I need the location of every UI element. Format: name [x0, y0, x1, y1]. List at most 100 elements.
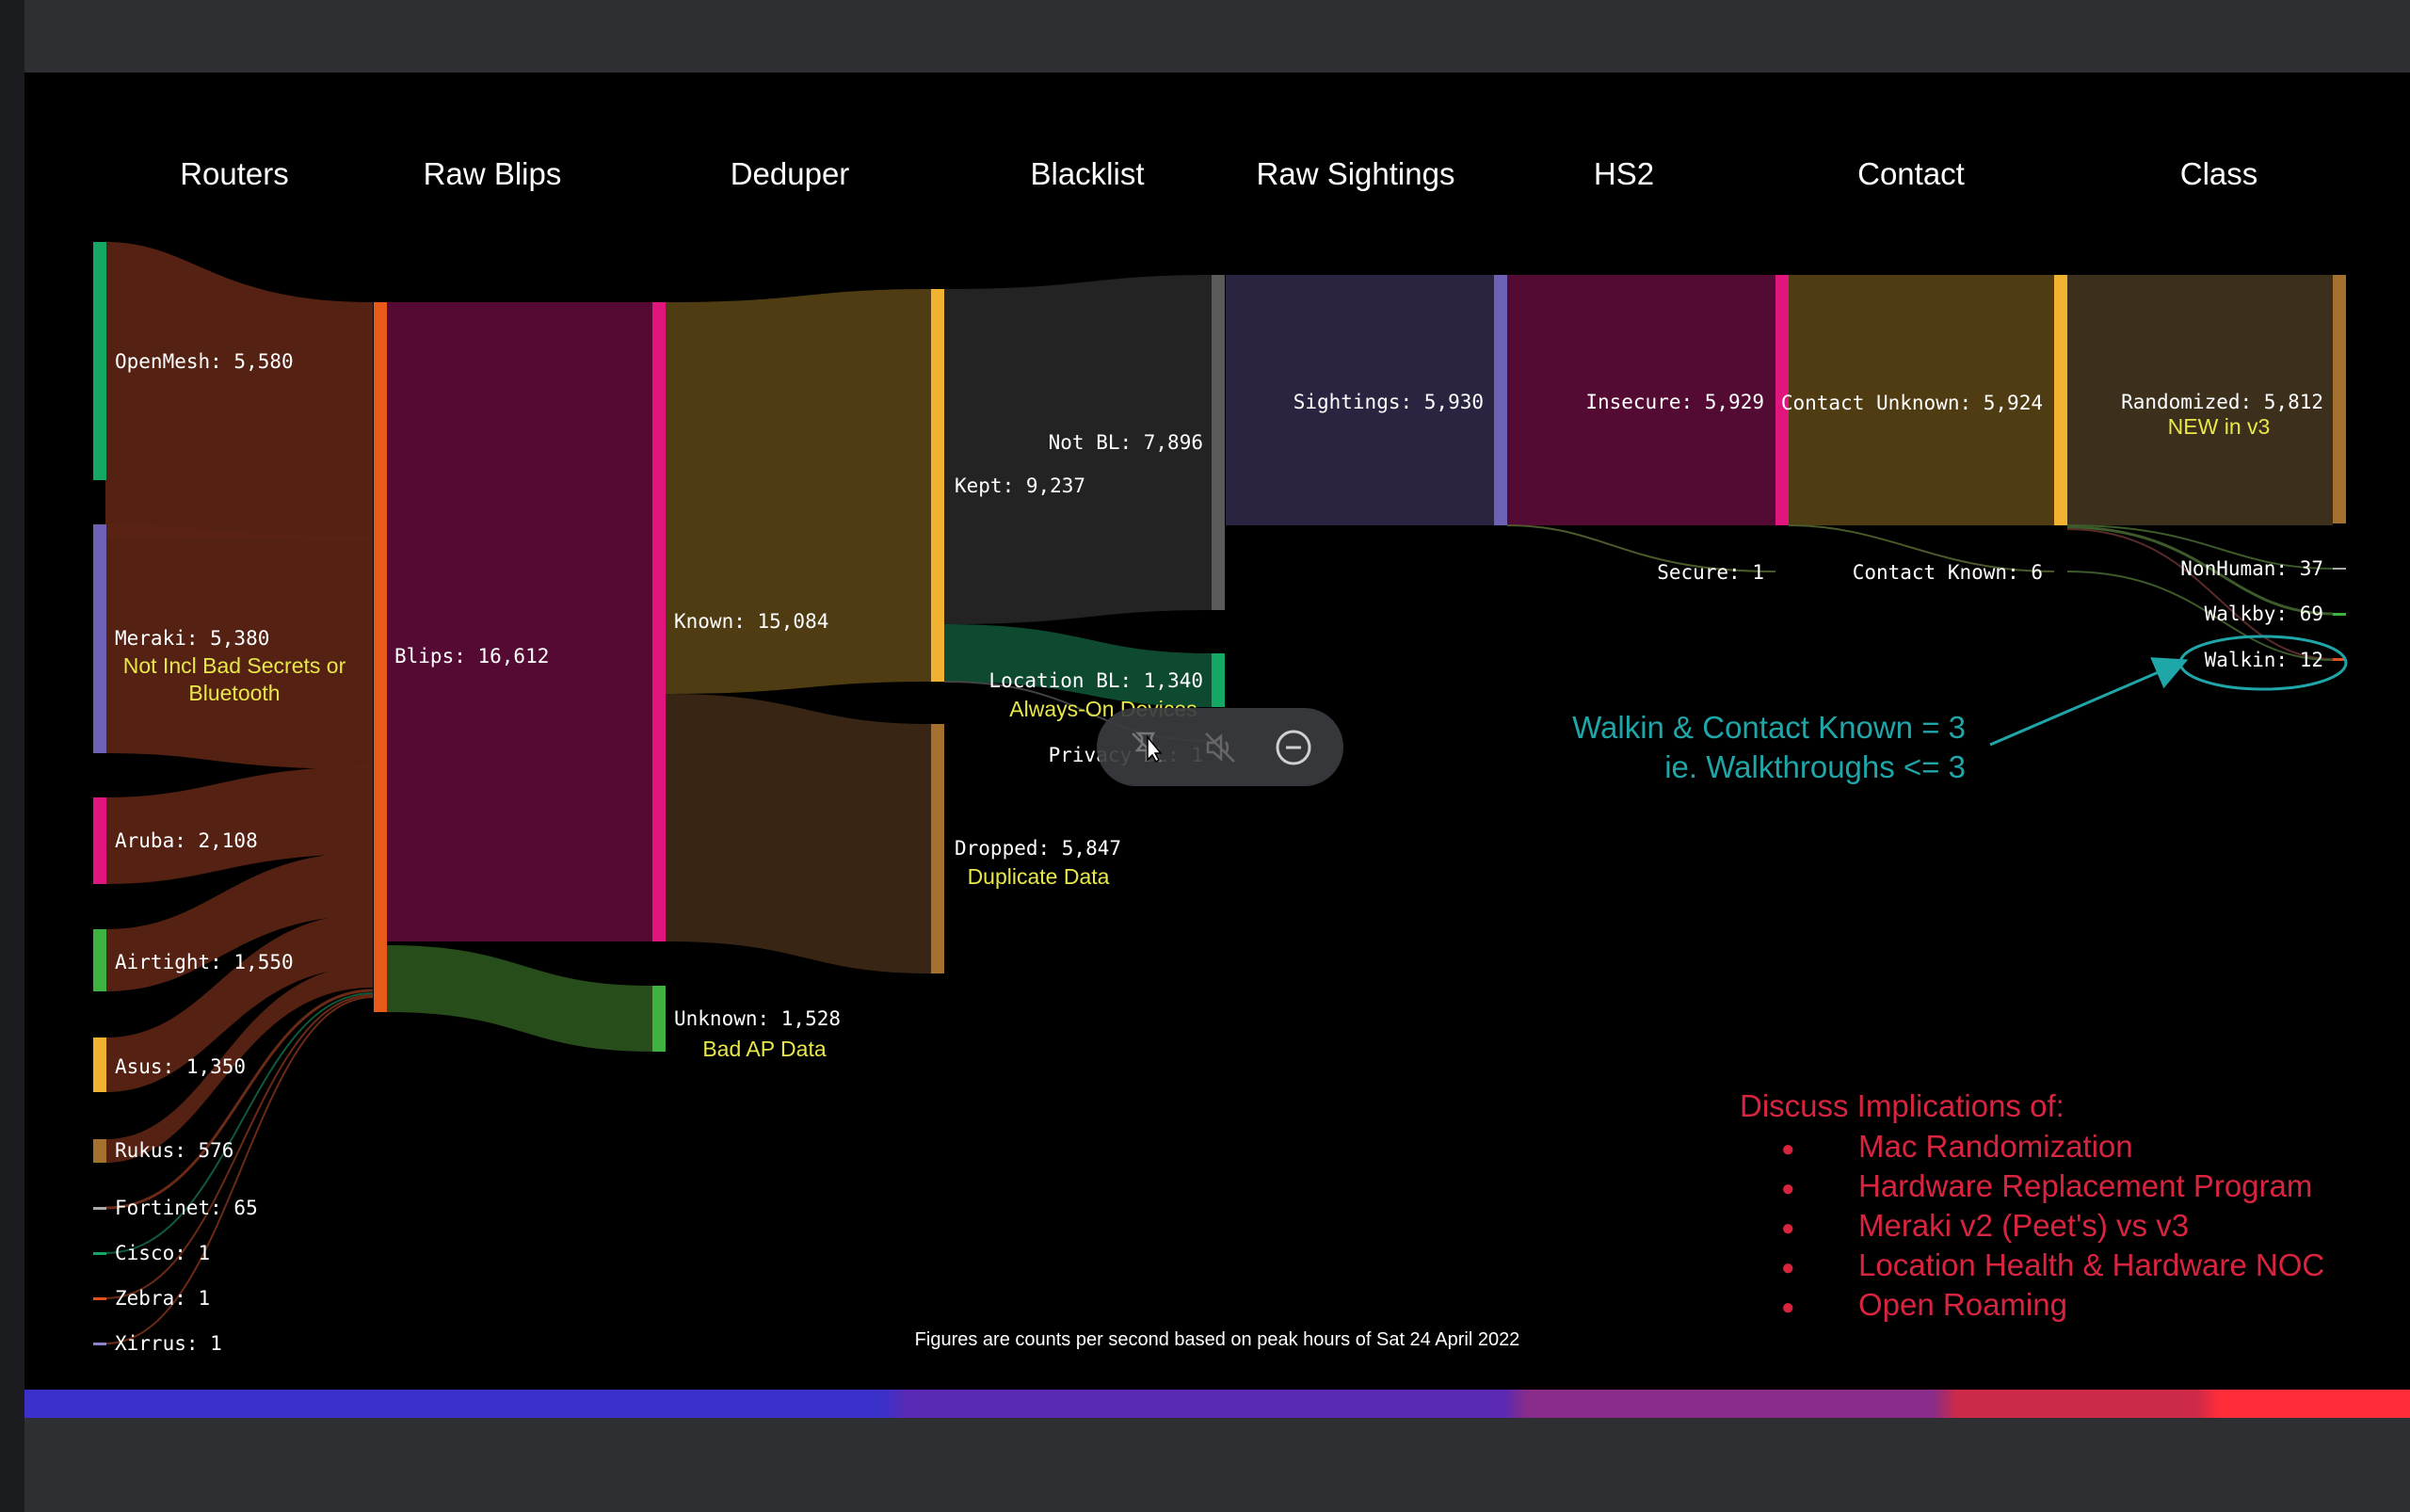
link-aruba-blips	[105, 766, 373, 884]
link-contactunknown-nonhuman	[2066, 524, 2334, 570]
slide-canvas: Routers Raw Blips Deduper Blacklist Raw …	[24, 72, 2410, 1390]
node-bar-known	[652, 302, 666, 941]
label-dropped: Dropped: 5,847	[955, 837, 1121, 860]
label-sightings: Sightings: 5,930	[1293, 391, 1484, 413]
label-walkby: Walkby: 69	[2205, 603, 2323, 625]
node-bar-xirrus	[93, 1343, 106, 1345]
note-meraki-line2: Bluetooth	[188, 681, 280, 705]
discuss-bullet: ●	[1781, 1255, 1795, 1280]
link-kept-notbl	[944, 275, 1212, 624]
node-bar-asus	[93, 1037, 106, 1092]
link-rukus-blips	[105, 965, 373, 1163]
label-fortinet: Fortinet: 65	[115, 1197, 258, 1219]
node-bar-fortinet	[93, 1207, 106, 1210]
link-cisco-blips	[104, 992, 374, 1254]
label-asus: Asus: 1,350	[115, 1055, 246, 1078]
link-fortinet-blips	[104, 989, 374, 1210]
node-bar-contactunknown	[2054, 275, 2067, 525]
node-bar-walkin	[2333, 658, 2346, 661]
label-locationbl: Location BL: 1,340	[988, 669, 1203, 692]
annotation-line2: ie. Walkthroughs <= 3	[1664, 749, 1966, 784]
label-insecure: Insecure: 5,929	[1585, 391, 1764, 413]
discuss-item: Open Roaming	[1858, 1287, 2067, 1322]
link-meraki-blips	[105, 524, 373, 769]
column-headings: Routers Raw Blips Deduper Blacklist Raw …	[180, 156, 2257, 191]
node-bar-meraki	[93, 524, 106, 753]
node-bar-sightings	[1494, 275, 1507, 525]
sankey-links	[104, 242, 2334, 1344]
link-contactunknown-randomized	[2067, 275, 2333, 525]
discuss-item: Meraki v2 (Peet's) vs v3	[1858, 1208, 2189, 1243]
node-bar-blips	[374, 302, 387, 1012]
media-controls	[1097, 708, 1343, 786]
note-meraki-line1: Not Incl Bad Secrets or	[123, 653, 346, 678]
column-heading-routers: Routers	[180, 156, 289, 191]
column-heading-class: Class	[2180, 156, 2258, 191]
node-bar-zebra	[93, 1297, 106, 1300]
node-bar-dropped	[931, 724, 944, 973]
label-known: Known: 15,084	[674, 610, 828, 633]
link-openmesh-blips	[105, 242, 373, 539]
label-unknown: Unknown: 1,528	[674, 1007, 841, 1030]
discuss-bullet: ●	[1781, 1136, 1795, 1162]
link-known-dropped	[666, 694, 931, 973]
link-blips-unknown	[387, 945, 652, 1052]
link-notbl-sightings	[1226, 275, 1494, 525]
link-insecure-contactunknown	[1789, 275, 2054, 525]
left-edge-strip	[0, 0, 24, 1512]
label-airtight: Airtight: 1,550	[115, 951, 294, 973]
note-unknown: Bad AP Data	[702, 1037, 826, 1061]
label-kept: Kept: 9,237	[955, 475, 1085, 497]
column-heading-raw-sightings: Raw Sightings	[1257, 156, 1455, 191]
label-openmesh: OpenMesh: 5,580	[115, 350, 294, 373]
label-zebra: Zebra: 1	[115, 1287, 210, 1310]
node-bar-aruba	[93, 797, 106, 884]
label-meraki: Meraki: 5,380	[115, 627, 269, 650]
pin-off-icon[interactable]	[1124, 725, 1169, 770]
discuss-item: Location Health & Hardware NOC	[1858, 1247, 2324, 1282]
label-blips: Blips: 16,612	[394, 645, 549, 668]
slide-accent-bar	[24, 1390, 2410, 1418]
link-contactunknown-walkby	[2066, 525, 2334, 616]
label-secure: Secure: 1	[1657, 561, 1764, 584]
label-cisco: Cisco: 1	[115, 1242, 210, 1264]
annotation-line1: Walkin & Contact Known = 3	[1572, 710, 1966, 745]
node-notes: Not Incl Bad Secrets or Bluetooth Bad AP…	[123, 414, 2271, 1061]
link-sightings-insecure	[1507, 275, 1775, 525]
discuss-bullet: ●	[1781, 1295, 1795, 1320]
walkin-annotation: Walkin & Contact Known = 3 ie. Walkthrou…	[1572, 710, 1966, 784]
link-asus-blips	[105, 913, 373, 1092]
sankey-node-bars	[93, 242, 2346, 1345]
label-xirrus: Xirrus: 1	[115, 1332, 222, 1355]
discuss-bullet: ●	[1781, 1215, 1795, 1241]
column-heading-hs2: HS2	[1594, 156, 1654, 191]
link-xirrus-blips	[104, 996, 374, 1344]
node-bar-airtight	[93, 929, 106, 991]
label-contactunknown: Contact Unknown: 5,924	[1781, 392, 2043, 414]
sankey-diagram: Routers Raw Blips Deduper Blacklist Raw …	[93, 156, 2348, 1355]
label-rukus: Rukus: 576	[115, 1139, 233, 1162]
label-walkin: Walkin: 12	[2205, 649, 2323, 671]
column-heading-contact: Contact	[1857, 156, 1965, 191]
node-bar-locationbl	[1212, 653, 1225, 707]
column-heading-raw-blips: Raw Blips	[424, 156, 562, 191]
node-bar-insecure	[1775, 275, 1789, 525]
link-insecure-contactknown	[1788, 524, 2055, 572]
column-heading-deduper: Deduper	[731, 156, 850, 191]
link-contactunknown-walkin	[2066, 528, 2334, 660]
footnote: Figures are counts per second based on p…	[915, 1329, 1520, 1350]
label-contactknown: Contact Known: 6	[1853, 561, 2043, 584]
node-bar-openmesh	[93, 242, 106, 480]
node-bar-walkby	[2333, 613, 2346, 616]
discuss-bullet: ●	[1781, 1176, 1795, 1201]
node-bar-cisco	[93, 1252, 106, 1255]
label-randomized: Randomized: 5,812	[2121, 391, 2323, 413]
discuss-heading: Discuss Implications of:	[1740, 1088, 2065, 1123]
column-heading-blacklist: Blacklist	[1030, 156, 1144, 191]
link-zebra-blips	[104, 994, 374, 1299]
mute-icon[interactable]	[1197, 725, 1243, 770]
node-bar-rukus	[93, 1139, 106, 1163]
link-kept-locationbl	[944, 624, 1212, 707]
minus-circle-icon[interactable]	[1271, 725, 1316, 770]
node-bar-notbl	[1212, 275, 1225, 610]
